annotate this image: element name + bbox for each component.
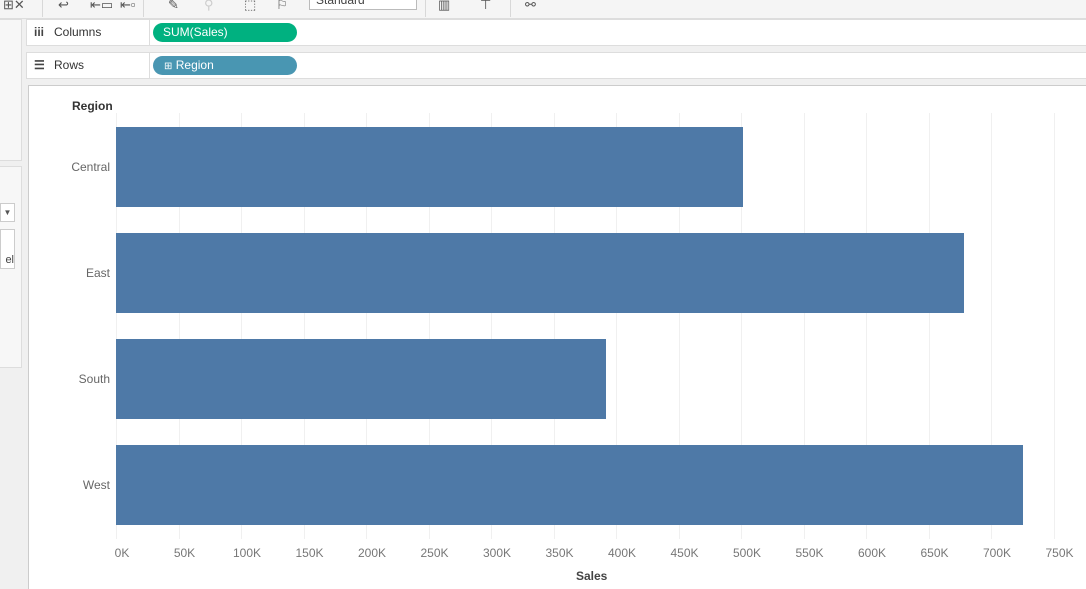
row-label: East <box>85 266 110 280</box>
gridline <box>928 113 930 539</box>
group-icon[interactable]: ⚲ <box>204 0 214 12</box>
region-pill[interactable]: ⊞ Region <box>153 56 297 75</box>
x-tick-label: 200K <box>357 546 387 560</box>
sort-ascending-icon[interactable]: ⇤▭ <box>90 0 114 12</box>
pin-icon[interactable]: ⚐ <box>276 0 288 12</box>
expand-icon[interactable]: ⊞ <box>164 61 173 72</box>
bar-west[interactable] <box>116 445 1023 525</box>
swap-icon[interactable]: ↩ <box>58 0 69 12</box>
gridline <box>1053 113 1055 539</box>
rows-shelf-label: ☰ Rows <box>27 53 150 78</box>
presentation-icon[interactable]: ⊤ <box>480 0 492 12</box>
labels-icon[interactable]: ⬚ <box>244 0 257 12</box>
x-tick-label: 700K <box>982 546 1012 560</box>
x-tick-label: 50K <box>173 546 196 560</box>
toolbar: ⊞✕ ↩ ⇤▭ ⇤▫ ✎ ⚲ ⬚ ⚐ Standard ▥ ⊤ ⚯ <box>0 0 1086 19</box>
rows-icon: ☰ <box>34 58 45 72</box>
x-axis-title: Sales <box>576 569 608 583</box>
row-label: West <box>82 478 110 492</box>
pill-text: Region <box>175 58 214 72</box>
gridline <box>866 113 867 539</box>
gridline <box>428 113 430 539</box>
gridline <box>616 113 617 539</box>
gridline <box>491 113 492 539</box>
x-tick-label: 150K <box>295 546 324 560</box>
gridline <box>178 113 180 539</box>
columns-shelf: iii Columns SUM(Sales) <box>26 19 1086 46</box>
highlight-icon[interactable]: ✎ <box>168 0 179 12</box>
x-tick-label: 300K <box>482 546 512 560</box>
bar-central[interactable] <box>116 127 743 207</box>
gridline <box>116 113 117 539</box>
x-tick-label: 650K <box>920 546 949 560</box>
rows-shelf: ☰ Rows ⊞ Region <box>26 52 1086 79</box>
gridline <box>366 113 367 539</box>
left-pane-top <box>0 19 22 161</box>
gridline <box>553 113 555 539</box>
x-tick-label: 600K <box>857 546 887 560</box>
share-icon[interactable]: ⚯ <box>525 0 536 12</box>
gridline <box>303 113 305 539</box>
gridline <box>241 113 242 539</box>
left-pane-marks: ▼ el <box>0 166 22 368</box>
columns-icon: iii <box>34 25 45 39</box>
gridline <box>741 113 742 539</box>
label-button[interactable]: el <box>0 229 15 269</box>
sum-sales-pill[interactable]: SUM(Sales) <box>153 23 297 42</box>
gridline <box>803 113 805 539</box>
x-tick-label: 350K <box>545 546 574 560</box>
x-tick-label: 450K <box>670 546 699 560</box>
x-tick-label: 550K <box>795 546 824 560</box>
gridline <box>991 113 992 539</box>
bar-east[interactable] <box>116 233 965 313</box>
bar-south[interactable] <box>116 339 606 419</box>
x-tick-label: 100K <box>232 546 262 560</box>
row-header: Region <box>72 99 113 113</box>
x-tick-label: 500K <box>732 546 762 560</box>
rows-label: Rows <box>54 58 85 72</box>
show-me-icon[interactable]: ▥ <box>438 0 451 12</box>
pill-text: SUM(Sales) <box>163 25 228 39</box>
clear-sheet-icon[interactable]: ⊞✕ <box>3 0 25 12</box>
columns-label: Columns <box>54 25 102 39</box>
row-label: South <box>78 372 110 386</box>
columns-shelf-label: iii Columns <box>27 20 150 45</box>
gridline <box>678 113 680 539</box>
x-tick-label: 0K <box>114 546 130 560</box>
sort-descending-icon[interactable]: ⇤▫ <box>120 0 136 12</box>
x-tick-label: 400K <box>607 546 637 560</box>
x-tick-label: 750K <box>1045 546 1074 560</box>
dropdown-arrow-icon[interactable]: ▼ <box>0 203 15 222</box>
row-label: Central <box>71 160 110 174</box>
mark-size-select[interactable]: Standard <box>309 0 417 10</box>
x-tick-label: 250K <box>420 546 449 560</box>
